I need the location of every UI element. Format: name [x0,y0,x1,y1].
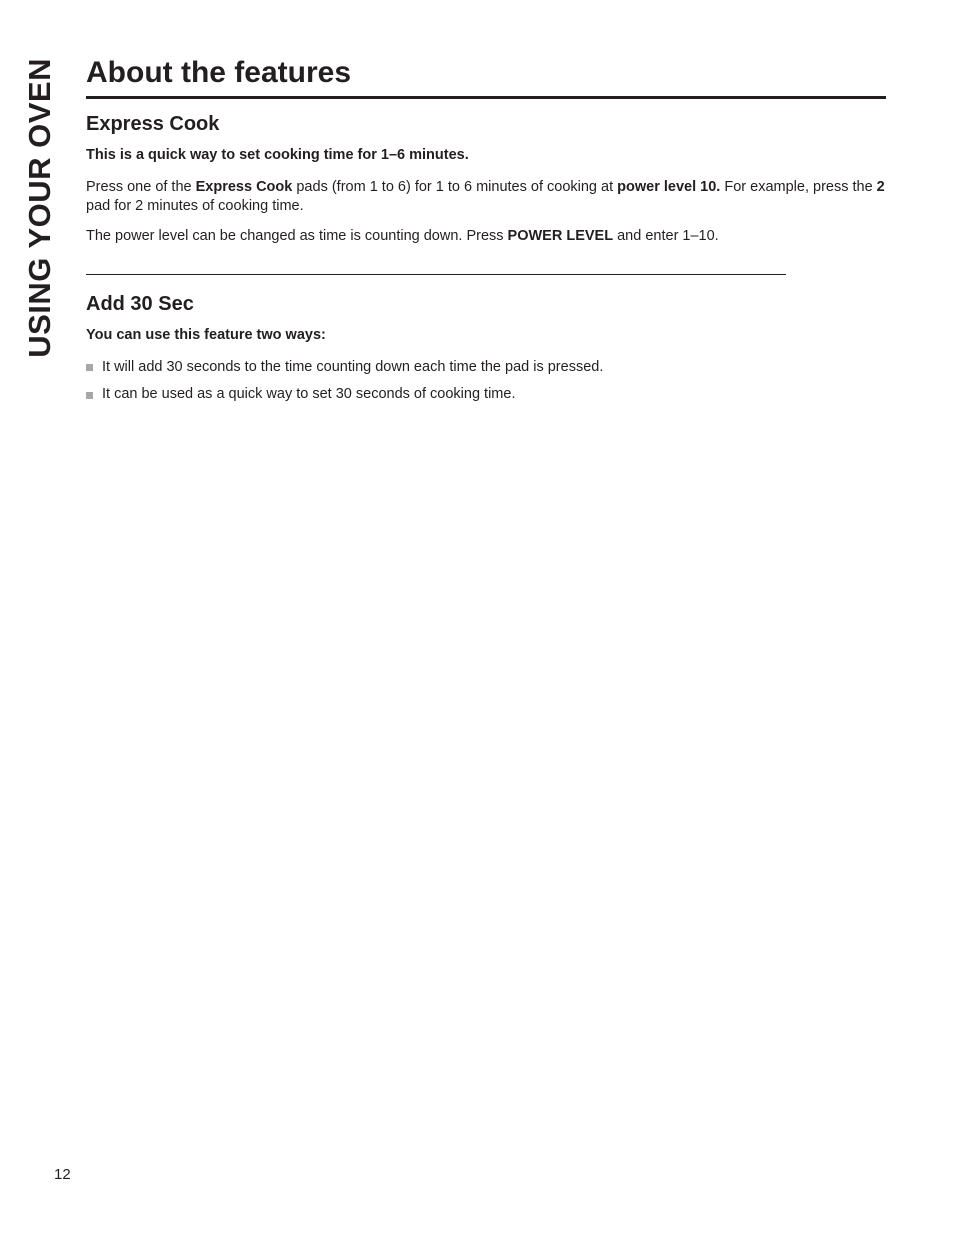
add-30-sec-lead: You can use this feature two ways: [86,326,886,346]
title-rule [86,96,886,99]
page-title: About the features [86,56,886,90]
add-30-sec-list: It will add 30 seconds to the time count… [86,358,886,405]
list-item: It can be used as a quick way to set 30 … [86,385,886,405]
add-30-sec-heading: Add 30 Sec [86,293,886,316]
express-cook-lead: This is a quick way to set cooking time … [86,146,886,166]
section-tab: USING YOUR OVEN [22,58,58,358]
list-item: It will add 30 seconds to the time count… [86,358,886,378]
express-cook-paragraph-1: Press one of the Express Cook pads (from… [86,178,886,217]
express-cook-paragraph-2: The power level can be changed as time i… [86,227,886,247]
express-cook-heading: Express Cook [86,113,886,136]
section-divider [86,274,786,275]
page-content: About the features Express Cook This is … [86,56,886,413]
page-number: 12 [54,1166,71,1183]
